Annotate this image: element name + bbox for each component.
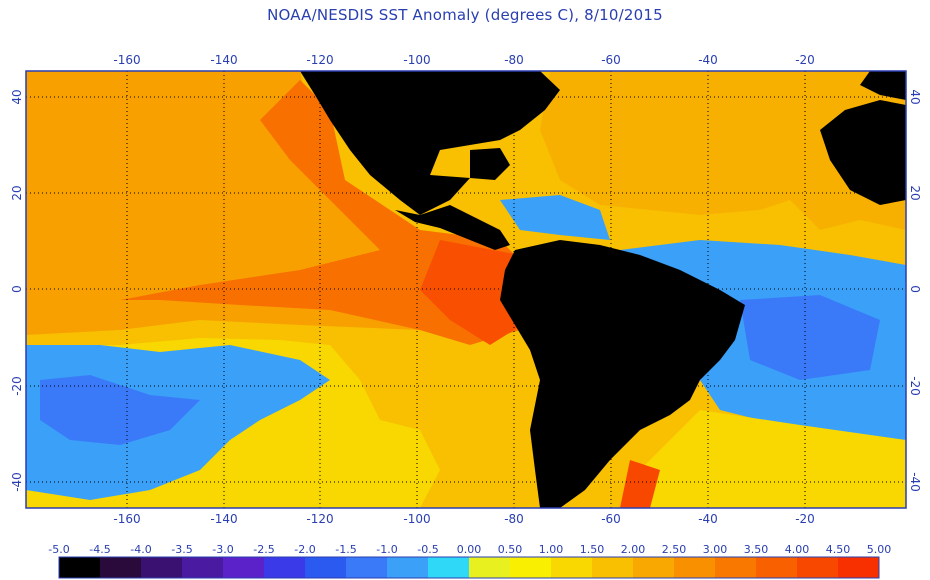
- gulf-coast-land: [470, 148, 510, 180]
- legend-tick-label: -2.5: [253, 543, 274, 556]
- lon-tick-label: -80: [504, 53, 524, 67]
- lon-tick-label: -120: [306, 512, 333, 526]
- legend-swatch: [305, 557, 347, 578]
- legend-swatch: [387, 557, 429, 578]
- legend-tick-label: -4.0: [130, 543, 151, 556]
- legend-swatch: [469, 557, 511, 578]
- legend-swatch: [756, 557, 798, 578]
- legend-swatch: [551, 557, 593, 578]
- legend-tick-label: -3.0: [212, 543, 233, 556]
- legend-labels: -5.0 -4.5 -4.0 -3.5 -3.0 -2.5 -2.0 -1.5 -1.0 -0.5…: [48, 543, 891, 556]
- legend-tick-label: -2.0: [294, 543, 315, 556]
- lat-tick-label: 40: [10, 89, 24, 104]
- legend-tick-label: 1.00: [539, 543, 564, 556]
- lon-tick-label: -100: [403, 512, 430, 526]
- legend-color-bar: [59, 557, 880, 578]
- right-lat-labels: 40 20 0 -20 -40: [908, 89, 922, 491]
- el-nino-tongue: [120, 80, 520, 345]
- lon-tick-label: -140: [210, 512, 237, 526]
- lon-tick-label: -40: [698, 512, 718, 526]
- lon-tick-label: -40: [698, 53, 718, 67]
- legend-tick-label: -3.5: [171, 543, 192, 556]
- lat-tick-label: 0: [908, 285, 922, 293]
- lon-tick-label: -60: [601, 53, 621, 67]
- legend-swatch: [838, 557, 880, 578]
- caribbean-cool-patch: [500, 195, 610, 240]
- legend-swatch: [100, 557, 142, 578]
- legend-tick-label: 5.00: [867, 543, 892, 556]
- legend-swatch: [59, 557, 101, 578]
- legend-tick-label: 2.00: [621, 543, 646, 556]
- legend-swatch: [592, 557, 634, 578]
- lat-tick-label: -20: [10, 376, 24, 396]
- lon-tick-label: -60: [601, 512, 621, 526]
- lat-tick-label: 20: [10, 185, 24, 200]
- lon-tick-label: -160: [113, 512, 140, 526]
- legend-tick-label: -4.5: [89, 543, 110, 556]
- south-atlantic-yellow: [640, 410, 906, 508]
- legend-frame: [58, 556, 880, 579]
- lat-tick-label: -20: [908, 376, 922, 396]
- legend-tick-label: -0.5: [417, 543, 438, 556]
- lon-tick-label: -160: [113, 53, 140, 67]
- legend-swatch: [510, 557, 552, 578]
- legend-tick-label: -1.0: [376, 543, 397, 556]
- legend-swatch: [182, 557, 224, 578]
- legend-tick-label: -1.5: [335, 543, 356, 556]
- south-atlantic-cool-core: [740, 295, 880, 380]
- map-title: NOAA/NESDIS SST Anomaly (degrees C), 8/1…: [267, 6, 663, 24]
- lon-tick-label: -80: [504, 512, 524, 526]
- legend-tick-label: 3.50: [744, 543, 769, 556]
- lon-tick-label: -20: [795, 53, 815, 67]
- legend-swatch: [428, 557, 470, 578]
- legend-tick-label: 4.50: [826, 543, 851, 556]
- lon-tick-label: -20: [795, 512, 815, 526]
- bottom-lon-labels: -160 -140 -120 -100 -80 -60 -40 -20: [113, 512, 814, 526]
- legend-swatch: [223, 557, 265, 578]
- legend-swatch: [674, 557, 716, 578]
- el-nino-core: [420, 240, 530, 345]
- south-america-land: [500, 240, 745, 508]
- lat-tick-label: -40: [908, 472, 922, 492]
- lat-tick-label: -40: [10, 472, 24, 492]
- lon-tick-label: -140: [210, 53, 237, 67]
- north-atlantic-warm: [540, 71, 906, 230]
- legend-tick-label: 1.50: [580, 543, 605, 556]
- legend-swatch: [346, 557, 388, 578]
- africa-land: [820, 100, 906, 205]
- legend-tick-label: 2.50: [662, 543, 687, 556]
- graticule: [26, 71, 906, 508]
- map-frame: [25, 70, 907, 509]
- legend-tick-label: -5.0: [48, 543, 69, 556]
- legend-tick-label: 0.00: [457, 543, 482, 556]
- legend-swatch: [633, 557, 675, 578]
- europe-land: [860, 71, 906, 100]
- north-america-land: [300, 71, 560, 215]
- lat-tick-label: 20: [908, 185, 922, 200]
- falklands-warm-spot: [620, 460, 660, 508]
- legend-tick-label: 0.50: [498, 543, 523, 556]
- lon-tick-label: -100: [403, 53, 430, 67]
- lon-tick-label: -120: [306, 53, 333, 67]
- left-lat-labels: 40 20 0 -20 -40: [10, 89, 24, 491]
- south-pacific-cool-core: [40, 375, 200, 445]
- legend-tick-label: 3.00: [703, 543, 728, 556]
- legend-swatch: [264, 557, 306, 578]
- legend-tick-label: 4.00: [785, 543, 810, 556]
- legend-swatch: [797, 557, 839, 578]
- lat-tick-label: 40: [908, 89, 922, 104]
- legend-swatch: [141, 557, 183, 578]
- legend-swatch: [715, 557, 757, 578]
- lat-tick-label: 0: [10, 285, 24, 293]
- top-lon-labels: -160 -140 -120 -100 -80 -60 -40 -20: [113, 53, 814, 67]
- central-america-land: [395, 205, 510, 250]
